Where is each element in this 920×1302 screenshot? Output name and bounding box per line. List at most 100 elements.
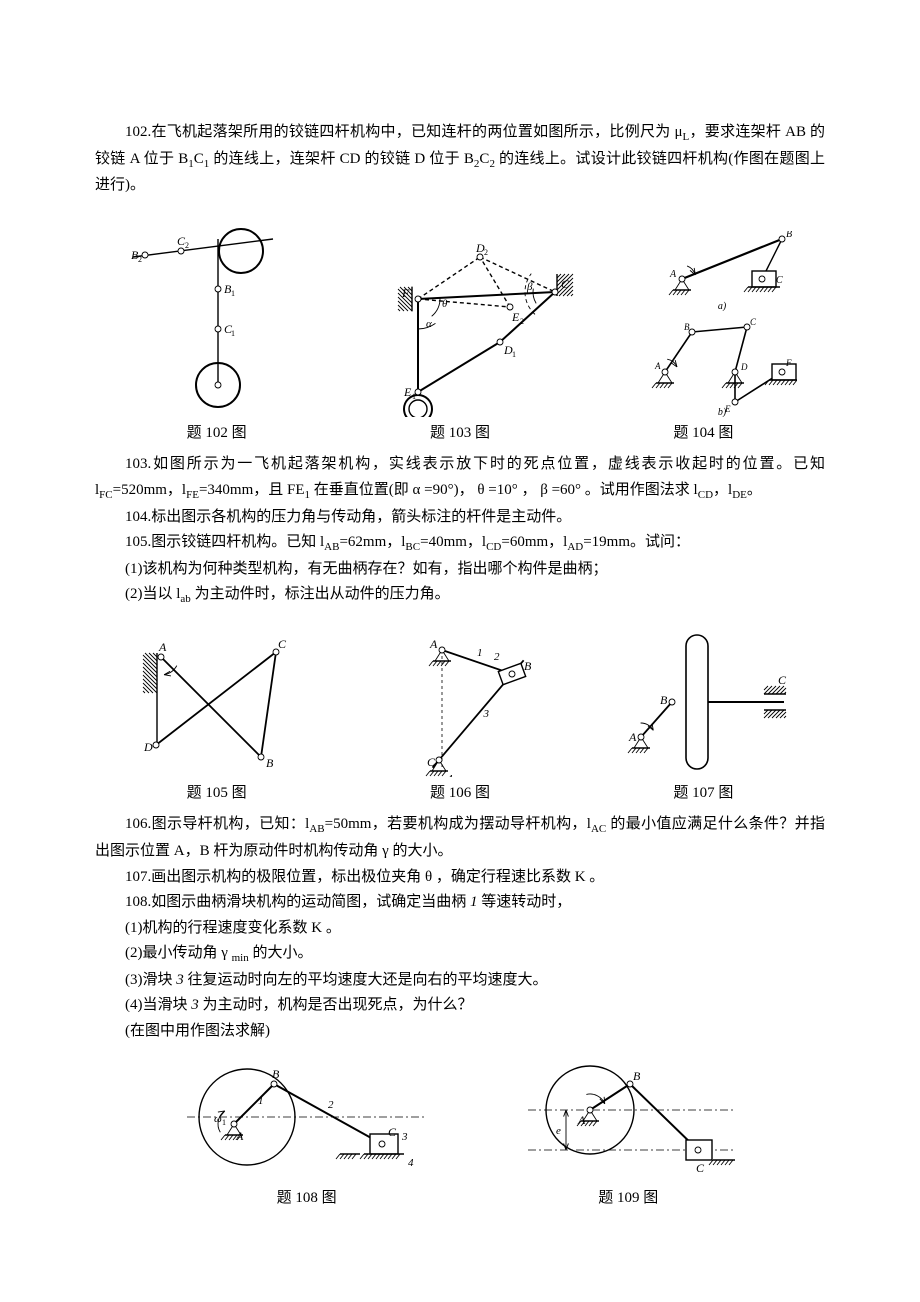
diagram-106: ABC1234 bbox=[397, 632, 547, 777]
problem-104: 104.标出图示各机构的压力角与传动角，箭头标注的杆件是主动件。 bbox=[95, 505, 825, 531]
svg-text:a): a) bbox=[717, 301, 726, 311]
svg-text:A: A bbox=[654, 361, 661, 371]
diagram-104b: ABCDEFb) bbox=[647, 317, 797, 417]
svg-text:C: C bbox=[696, 1161, 705, 1175]
problem-103: 103.如图所示为一飞机起落架机构，实线表示放下时的死点位置，虚线表示收起时的位… bbox=[95, 452, 825, 504]
svg-text:B: B bbox=[633, 1069, 641, 1083]
sub: BC bbox=[405, 541, 420, 553]
diagram-107: ABC bbox=[619, 627, 789, 777]
text: =50mm，若要机构成为摆动导杆机构，l bbox=[325, 816, 591, 832]
sub: CD bbox=[486, 541, 501, 553]
svg-text:1: 1 bbox=[412, 392, 416, 401]
problem-108-3: (3)滑块 3 往复运动时向左的平均速度大还是向右的平均速度大。 bbox=[95, 968, 825, 994]
svg-text:2: 2 bbox=[328, 1099, 334, 1111]
svg-text:C: C bbox=[427, 755, 436, 769]
sub: ab bbox=[180, 593, 190, 605]
svg-text:F: F bbox=[785, 358, 792, 368]
problem-102: 102.在飞机起落架所用的铰链四杆机构中，已知连杆的两位置如图所示，比例尺为 μ… bbox=[95, 120, 825, 199]
text: (4)当滑块 bbox=[125, 997, 191, 1013]
svg-text:e: e bbox=[556, 1125, 561, 1137]
figure-104: BACa) ABCDEFb) bbox=[647, 231, 797, 417]
svg-text:D: D bbox=[740, 362, 748, 372]
svg-text:E: E bbox=[511, 310, 520, 324]
problem-108-1: (1)机构的行程速度变化系数 K 。 bbox=[95, 916, 825, 942]
problem-108: 108.如图示曲柄滑块机构的运动简图，试确定当曲柄 1 等速转动时， bbox=[95, 890, 825, 916]
caption-109: 题 109 图 bbox=[518, 1186, 738, 1212]
svg-text:E: E bbox=[403, 385, 412, 399]
diagram-105: ABCD bbox=[131, 637, 326, 777]
figure-107: ABC bbox=[619, 627, 789, 777]
caption-105: 题 105 图 bbox=[95, 781, 338, 807]
svg-text:3: 3 bbox=[483, 708, 490, 720]
diagram-104a: BACa) bbox=[647, 231, 797, 311]
svg-text:A: A bbox=[429, 637, 438, 651]
svg-text:2: 2 bbox=[494, 651, 500, 663]
caption-row-1: 题 102 图 题 103 图 题 104 图 bbox=[95, 421, 825, 447]
svg-text:B: B bbox=[266, 756, 274, 770]
sub: AB bbox=[324, 541, 339, 553]
diagram-102: B2C2B1C1 bbox=[123, 217, 323, 417]
text: 等速转动时， bbox=[478, 894, 572, 910]
figure-106: ABC1234 bbox=[397, 632, 547, 777]
text: (3)滑块 bbox=[125, 972, 176, 988]
text: =520mm，l bbox=[113, 482, 186, 498]
caption-104: 题 104 图 bbox=[582, 421, 825, 447]
text: =340mm，且 FE bbox=[199, 482, 305, 498]
problem-108-2: (2)最小传动角 γ min 的大小。 bbox=[95, 941, 825, 968]
em: 3 bbox=[191, 997, 199, 1013]
figure-108: ω1ABC1234 bbox=[182, 1062, 432, 1182]
sub: CD bbox=[698, 489, 713, 501]
sub: FC bbox=[99, 489, 112, 501]
caption-row-3: 题 108 图 题 109 图 bbox=[95, 1186, 825, 1212]
svg-text:C: C bbox=[776, 275, 783, 286]
text: 。 bbox=[747, 482, 762, 498]
svg-text:A: A bbox=[628, 730, 637, 744]
text: =19mm。试问： bbox=[583, 534, 690, 550]
svg-text:2: 2 bbox=[185, 241, 189, 250]
svg-text:ω: ω bbox=[214, 1113, 222, 1125]
problem-105-1: (1)该机构为何种类型机构，有无曲柄存在？如有，指出哪个构件是曲柄； bbox=[95, 557, 825, 583]
text: (2)当以 l bbox=[125, 586, 180, 602]
svg-text:A: A bbox=[158, 640, 167, 654]
svg-text:B: B bbox=[272, 1067, 280, 1081]
diagram-103: θαβFCD1E1D2E2 bbox=[380, 237, 590, 417]
text: C bbox=[479, 151, 489, 167]
svg-text:D: D bbox=[143, 740, 153, 754]
svg-text:B: B bbox=[684, 322, 690, 332]
caption-108: 题 108 图 bbox=[182, 1186, 432, 1212]
svg-text:C: C bbox=[750, 317, 757, 327]
svg-text:β: β bbox=[526, 281, 533, 293]
text: 102.在飞机起落架所用的铰链四杆机构中，已知连杆的两位置如图所示，比例尺为 μ bbox=[125, 124, 683, 140]
caption-103: 题 103 图 bbox=[338, 421, 581, 447]
caption-row-2: 题 105 图 题 106 图 题 107 图 bbox=[95, 781, 825, 807]
svg-text:A: A bbox=[669, 269, 677, 280]
sub: FE bbox=[186, 489, 199, 501]
text: =40mm，l bbox=[420, 534, 486, 550]
diagram-108: ω1ABC1234 bbox=[182, 1062, 432, 1182]
text: =60mm，l bbox=[501, 534, 567, 550]
svg-text:4: 4 bbox=[447, 773, 453, 777]
problem-106: 106.图示导杆机构，已知：lAB=50mm，若要机构成为摆动导杆机构，lAC … bbox=[95, 812, 825, 864]
text: (2)最小传动角 γ bbox=[125, 945, 232, 961]
svg-text:1: 1 bbox=[258, 1095, 264, 1107]
svg-text:A: A bbox=[577, 1113, 586, 1127]
svg-text:C: C bbox=[388, 1125, 397, 1139]
figure-row-3: ω1ABC1234 eABC bbox=[95, 1062, 825, 1182]
text: 的大小。 bbox=[249, 945, 313, 961]
svg-text:1: 1 bbox=[231, 329, 235, 338]
svg-text:4: 4 bbox=[408, 1157, 414, 1169]
diagram-109: e A B C bbox=[518, 1062, 738, 1182]
sub: AB bbox=[309, 823, 324, 835]
svg-text:1: 1 bbox=[512, 350, 516, 359]
text: 为主动件时，标注出从动件的压力角。 bbox=[191, 586, 450, 602]
figure-109: e A B C bbox=[518, 1062, 738, 1182]
text: 往复运动时向左的平均速度大还是向右的平均速度大。 bbox=[184, 972, 548, 988]
figure-row-2: ABCD ABC1234 ABC bbox=[95, 627, 825, 777]
svg-text:1: 1 bbox=[222, 1118, 226, 1127]
svg-text:θ: θ bbox=[442, 298, 448, 310]
em: 3 bbox=[176, 972, 184, 988]
svg-text:2: 2 bbox=[138, 255, 142, 264]
svg-text:C: C bbox=[778, 673, 787, 687]
figure-row-1: B2C2B1C1 θαβFCD1E1D2E2 BACa) ABCDEFb) bbox=[95, 217, 825, 417]
figure-102: B2C2B1C1 bbox=[123, 217, 323, 417]
